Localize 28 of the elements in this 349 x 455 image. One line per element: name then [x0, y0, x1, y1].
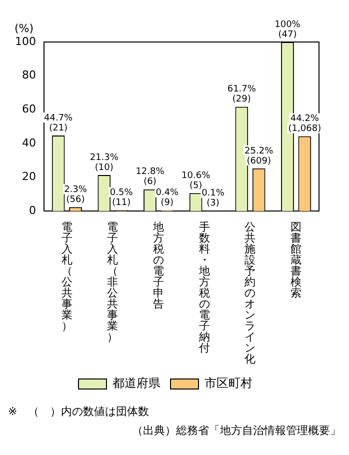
y-tick-label: 60 [22, 102, 36, 116]
legend-label: 都道府県 [112, 376, 160, 390]
category-label: 手数料・地方税の電子納付 [198, 220, 210, 354]
data-label: 44.2% (1,068) [288, 114, 322, 134]
category-label: 電子入札（公共事業） [61, 220, 72, 332]
data-label: 21.3% (10) [90, 152, 119, 173]
data-label: 61.7% (29) [227, 84, 256, 105]
x-tick-label: 地方税の電子申告 [152, 220, 164, 310]
data-label: 0.4% (9) [156, 188, 180, 208]
data-label: 44.7% (21) [44, 113, 74, 134]
y-tick-label: 40 [22, 136, 36, 150]
data-label: 100% (47) [274, 20, 301, 40]
category-label: 電子入札（非公共事業） [107, 220, 118, 344]
category-label: 公共施設予約のオンライン化 [244, 220, 256, 366]
y-tick-label: 20 [22, 170, 36, 184]
y-tick-label: 0 [28, 204, 36, 217]
data-label: 12.8% (6) [136, 167, 165, 188]
y-tick-label: 100 [14, 34, 36, 48]
text: （出典）総務省「地方自治情報管理概要」 [131, 423, 341, 438]
x-tick-label: 図書館蔵書検索 [290, 220, 302, 300]
data-label: 2.3% (56) [64, 184, 88, 205]
data-label: 25.2% (609) [244, 146, 274, 166]
y-axis-title: (%) [14, 22, 34, 35]
y-tick-label: 80 [22, 68, 36, 82]
data-label: 0.5% (11) [110, 188, 134, 208]
legend-label: 市区町村 [204, 376, 252, 390]
text: ※ （ ）内の数値は団体数 [8, 404, 150, 419]
data-label: 0.1% (3) [202, 188, 225, 209]
